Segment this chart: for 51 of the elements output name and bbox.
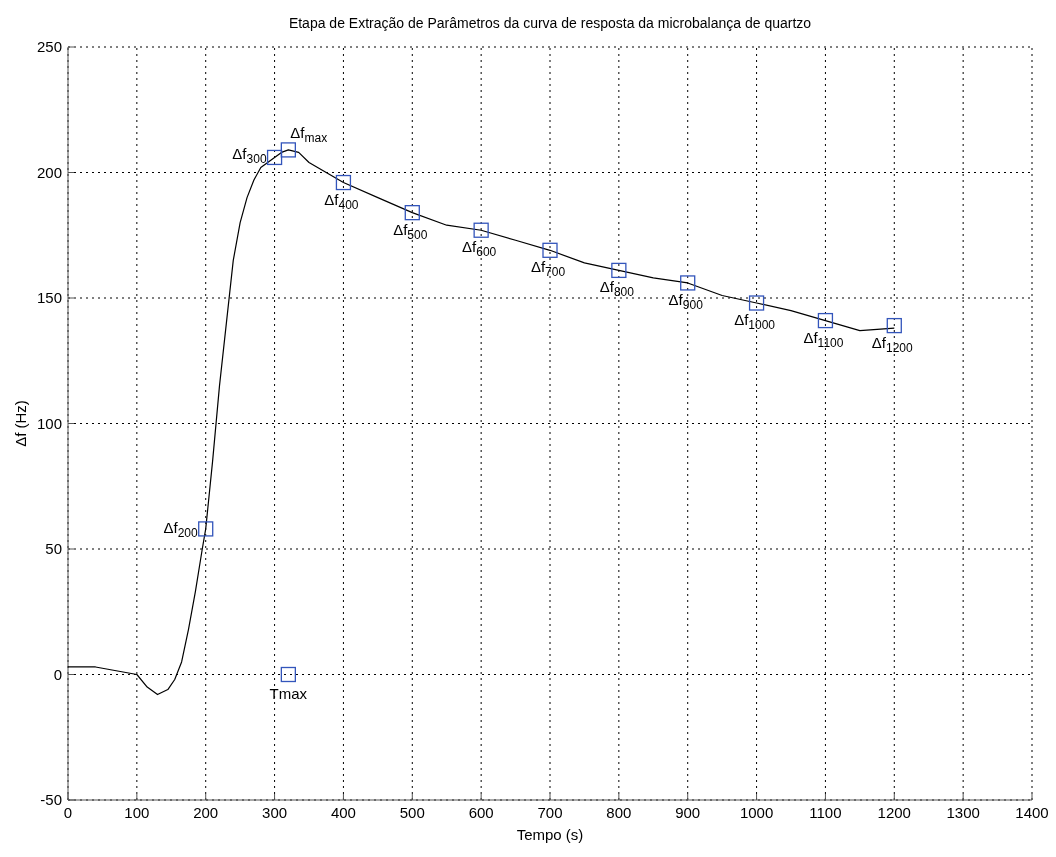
point (748, 295, 765, 311)
y-tick-label: 50 (45, 540, 62, 557)
annotation: Δf$_{1000}$ (734, 311, 776, 332)
point (280, 666, 296, 683)
point (198, 521, 214, 537)
annotation: Δf$_{max}$ (290, 123, 328, 145)
point (680, 275, 696, 291)
x-tick-label: 200 (193, 804, 219, 821)
annotation: Δf$_{400}$ (324, 190, 359, 212)
x-tick-label: 1000 (739, 804, 774, 821)
annotation: Δf$_{300}$ (232, 145, 267, 167)
point (404, 205, 420, 221)
x-tick-label: 900 (675, 804, 701, 821)
y-tick-label: -50 (40, 791, 62, 808)
x-tick-label: 1400 (1015, 804, 1049, 821)
y-axis-title: Δf (Hz) (12, 400, 29, 447)
x-tick-label: 600 (468, 804, 494, 821)
x-tick-label: 300 (262, 804, 288, 821)
point (542, 242, 558, 258)
y-tick-label: 200 (36, 163, 62, 181)
x-tick-label: 1300 (946, 804, 980, 821)
annotation: Δf$_{200}$ (163, 518, 199, 540)
point (280, 142, 296, 158)
y-tick-label: 250 (36, 38, 62, 55)
x-axis-title: Tempo (s) (516, 826, 584, 843)
point (817, 312, 834, 329)
y-tick-label: 100 (36, 414, 62, 432)
point (266, 149, 283, 166)
annotation: Δf$_{800}$ (599, 278, 635, 299)
point (335, 174, 352, 191)
point (886, 317, 902, 334)
chart-title: Etapa de Extração de Parâmetros da curva de resposta da microbalança de quartzo (288, 15, 812, 31)
point (611, 262, 627, 279)
x-tick-label: 800 (606, 804, 632, 821)
point (473, 222, 489, 238)
x-tick-label: 1100 (809, 804, 842, 821)
annotation: Δf$_{500}$ (393, 220, 428, 242)
annotation: Δf$_{600}$ (462, 238, 497, 259)
x-tick-label: 400 (330, 804, 356, 821)
annotation: Δf$_{700}$ (530, 258, 566, 279)
annotation: Δf$_{1100}$ (803, 328, 844, 350)
annotation: Tmax (269, 684, 308, 702)
y-tick-label: 0 (53, 665, 62, 683)
x-tick-label: 700 (537, 804, 563, 821)
x-tick-label: 500 (399, 804, 425, 821)
y-tick-label: 150 (36, 289, 62, 306)
x-tick-label: 100 (124, 804, 150, 821)
annotation: Δf$_{900}$ (668, 290, 704, 312)
x-tick-label: 0 (63, 804, 73, 821)
x-tick-label: 1200 (877, 804, 911, 821)
annotation: Δf$_{1200}$ (871, 333, 914, 355)
